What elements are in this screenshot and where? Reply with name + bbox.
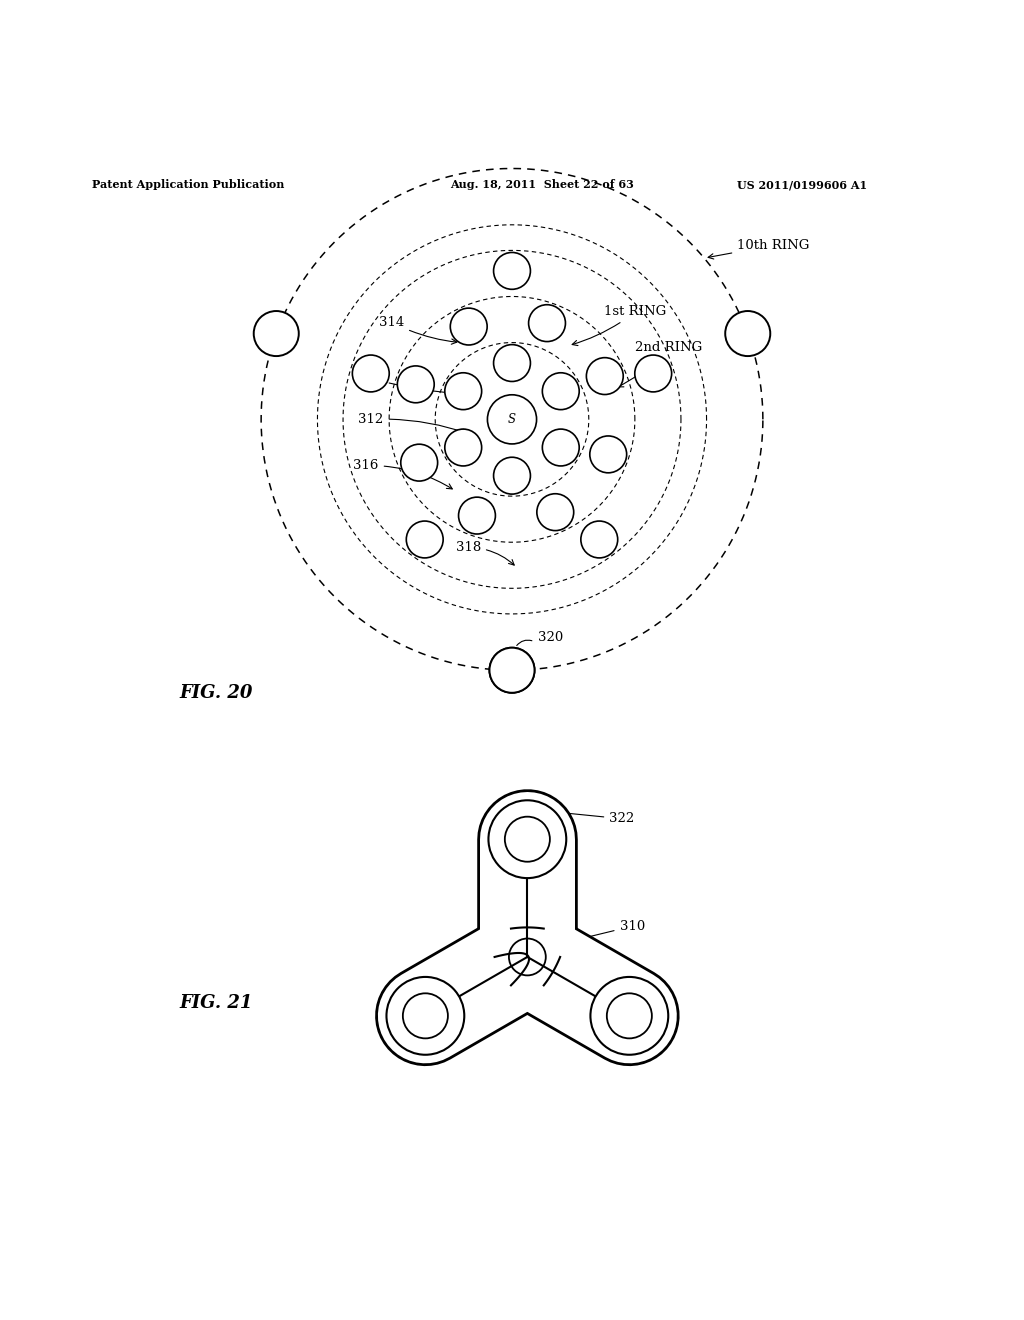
Text: 322: 322 — [559, 810, 635, 825]
Circle shape — [451, 308, 487, 345]
Circle shape — [489, 648, 535, 693]
Circle shape — [581, 521, 617, 558]
Circle shape — [488, 800, 566, 878]
Circle shape — [386, 977, 464, 1055]
Circle shape — [494, 457, 530, 494]
Circle shape — [397, 366, 434, 403]
Text: 310: 310 — [358, 372, 457, 396]
Text: 320: 320 — [538, 631, 563, 644]
Text: 316: 316 — [353, 459, 453, 488]
Circle shape — [459, 498, 496, 535]
Text: 1st RING: 1st RING — [572, 305, 667, 346]
Circle shape — [528, 305, 565, 342]
Text: Aug. 18, 2011  Sheet 22 of 63: Aug. 18, 2011 Sheet 22 of 63 — [451, 180, 635, 190]
Text: 10th RING: 10th RING — [709, 239, 810, 259]
Circle shape — [543, 429, 580, 466]
Circle shape — [587, 358, 624, 395]
Circle shape — [407, 521, 443, 558]
Circle shape — [352, 355, 389, 392]
Text: US 2011/0199606 A1: US 2011/0199606 A1 — [737, 180, 867, 190]
Circle shape — [725, 312, 770, 356]
Text: FIG. 21: FIG. 21 — [179, 994, 253, 1012]
Circle shape — [254, 312, 299, 356]
Circle shape — [537, 494, 573, 531]
Text: 318: 318 — [456, 541, 514, 565]
Text: Patent Application Publication: Patent Application Publication — [92, 180, 285, 190]
Circle shape — [590, 436, 627, 473]
Text: 314: 314 — [379, 315, 457, 345]
Circle shape — [489, 648, 535, 693]
Circle shape — [543, 372, 580, 409]
Circle shape — [494, 252, 530, 289]
Circle shape — [487, 395, 537, 444]
Circle shape — [591, 977, 669, 1055]
Circle shape — [635, 355, 672, 392]
Text: S: S — [508, 413, 516, 426]
Circle shape — [494, 345, 530, 381]
Circle shape — [444, 429, 481, 466]
Text: 310: 310 — [552, 920, 645, 946]
Circle shape — [444, 372, 481, 409]
Text: 312: 312 — [358, 413, 467, 434]
Text: 2nd RING: 2nd RING — [618, 341, 702, 387]
Text: FIG. 20: FIG. 20 — [179, 684, 253, 702]
Circle shape — [400, 445, 437, 480]
